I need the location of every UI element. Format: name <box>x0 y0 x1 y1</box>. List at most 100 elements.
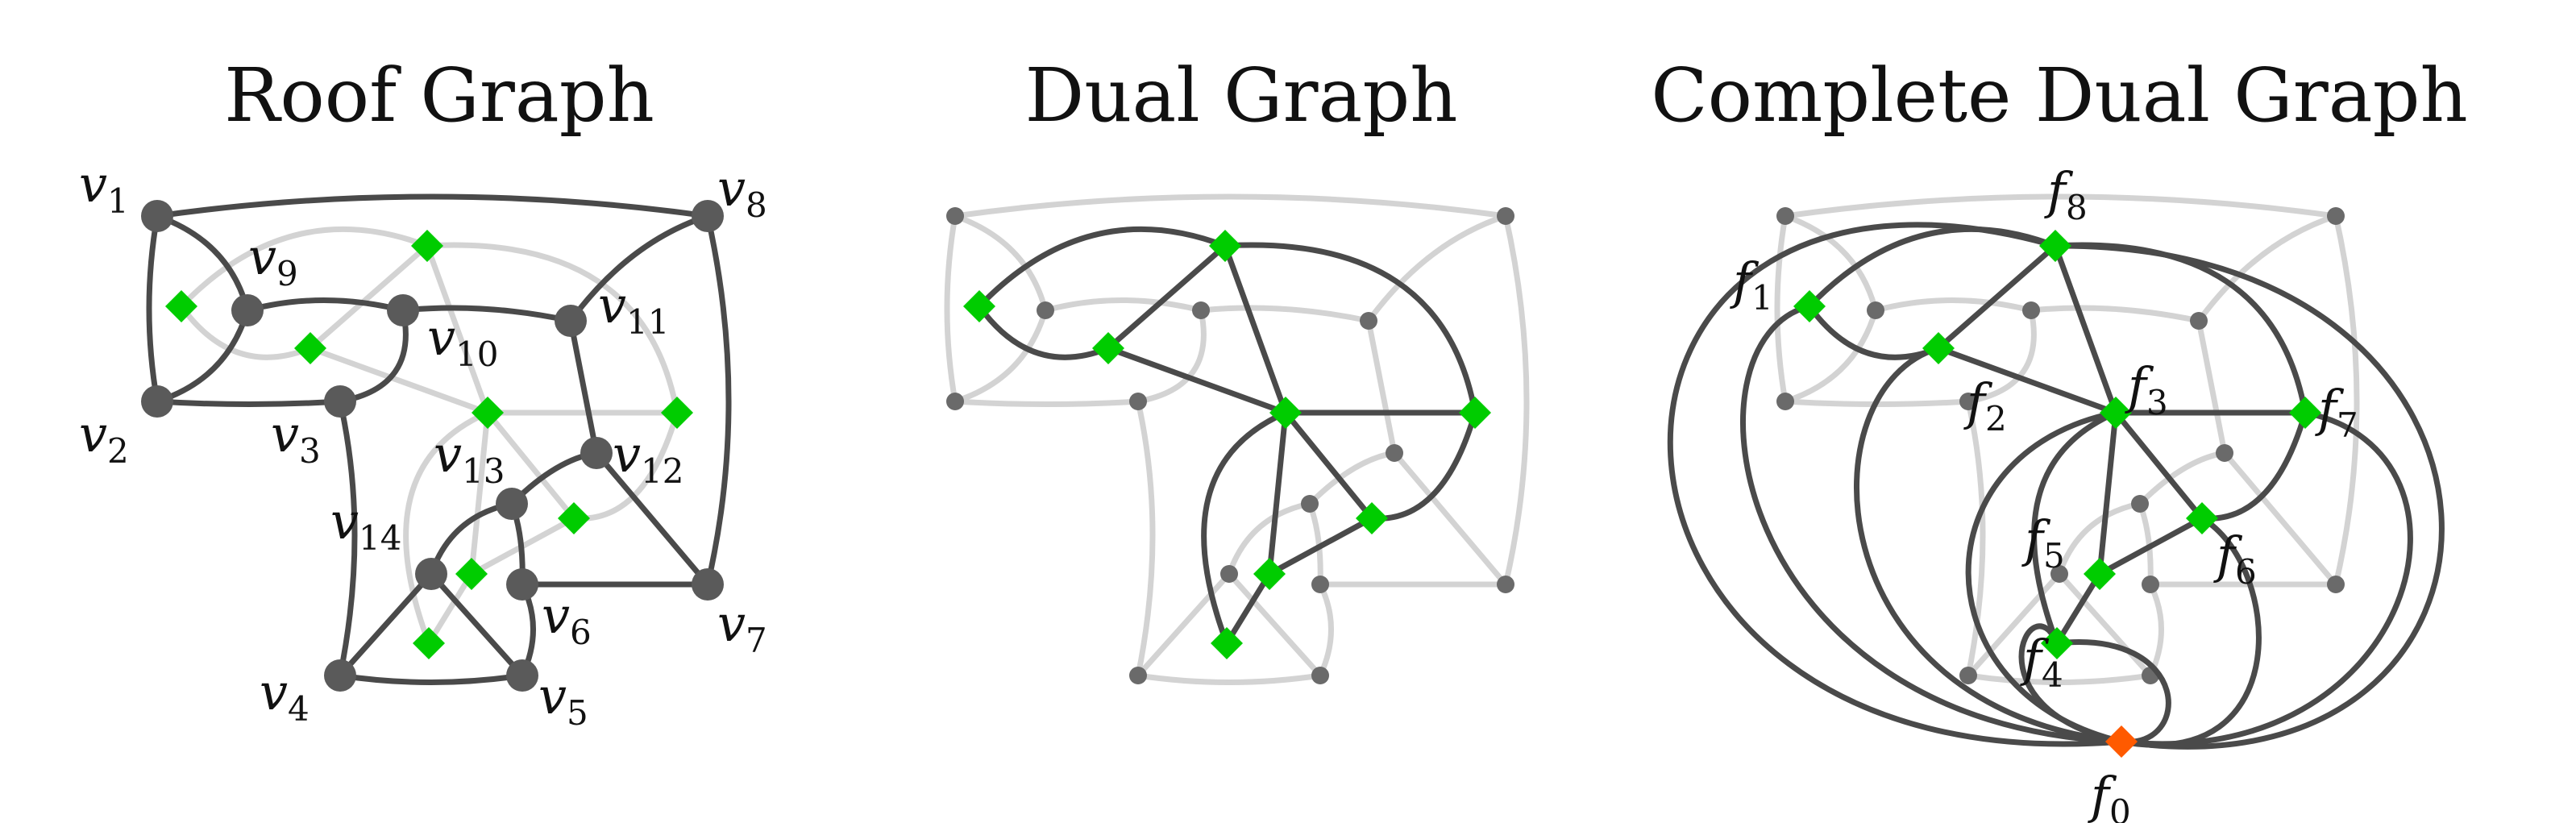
complete-face-marker-f6 <box>2186 502 2218 534</box>
dual-edge-underlay <box>178 226 430 310</box>
dual-edge <box>2052 242 2308 416</box>
roof-edge <box>1965 571 2063 679</box>
roof-vertex-v5 <box>506 659 538 692</box>
dual-edge <box>976 226 1228 310</box>
roof-edge <box>1774 213 1789 405</box>
roof-vertex-v2 <box>1776 393 1794 410</box>
complete-face-marker-f4 <box>2041 627 2073 659</box>
roof-edge <box>1365 213 1509 324</box>
roof-edge <box>154 307 251 405</box>
dual-edge <box>1806 226 2059 310</box>
dual-edge <box>2096 409 2119 577</box>
outer-face-edge <box>2118 409 2413 747</box>
outer-face-edge <box>1740 303 2125 745</box>
roof-vertex-v2 <box>946 393 964 410</box>
dual-edge-underlay <box>468 409 491 577</box>
roof-edge <box>1965 398 1986 679</box>
outer-face-edge <box>1667 222 2125 747</box>
roof-edge <box>337 307 409 405</box>
complete-face-marker-f3 <box>2100 397 2132 429</box>
roof-edge <box>1502 213 1530 588</box>
dual-edge <box>1105 345 1289 416</box>
roof-vertex-v6 <box>506 568 538 601</box>
roof-vertex-v11 <box>555 305 587 337</box>
roof-edge <box>952 398 1141 407</box>
dual-edge <box>2052 243 2119 416</box>
roof-edge <box>2147 581 2164 679</box>
outer-face-edge <box>1853 345 2125 745</box>
roof-vertex-v3 <box>1129 393 1147 410</box>
roof-vertex-v1 <box>141 200 173 232</box>
roof-edge <box>2196 213 2339 324</box>
face-label-f3: f3 <box>2125 356 2168 422</box>
vertex-label-v13: v13 <box>434 425 505 491</box>
roof-edge <box>2056 501 2143 577</box>
roof-vertex-v12 <box>1386 444 1403 462</box>
roof-edge <box>2196 318 2228 456</box>
dual-edge <box>2113 409 2205 522</box>
roof-vertex-v9 <box>1867 301 1884 319</box>
vertex-label-v2: v2 <box>79 405 129 471</box>
face-label-f0: f0 <box>2088 766 2131 823</box>
roof-vertex-v6 <box>2142 576 2159 593</box>
roof-edge <box>1198 305 1372 324</box>
dual-face-marker-f2 <box>1092 332 1124 364</box>
roof-edge <box>2221 450 2339 588</box>
dual-edge <box>2054 571 2103 646</box>
face-label-f5: f5 <box>2021 509 2065 576</box>
face-marker-f1 <box>165 290 197 322</box>
roof-vertex-v14 <box>2050 565 2068 583</box>
vertex-label-v11: v11 <box>598 276 669 342</box>
roof-edge <box>1135 672 1323 685</box>
dual-edge <box>1201 409 1289 646</box>
roof-edge <box>1307 450 1398 507</box>
roof-vertex-v8 <box>692 200 724 232</box>
complete-face-marker-f8 <box>2039 230 2071 262</box>
roof-edge <box>567 318 600 456</box>
dual-edge <box>1266 409 1289 577</box>
roof-edge <box>428 571 526 679</box>
roof-edge <box>1135 571 1232 679</box>
roof-vertex-v3 <box>324 385 356 418</box>
panel-title-complete: Complete Dual Graph <box>1651 52 2467 139</box>
dual-edge <box>1222 242 1478 416</box>
vertex-label-v12: v12 <box>613 425 683 491</box>
dual-edge-underlay <box>484 409 577 522</box>
dual-edge <box>2199 409 2308 522</box>
vertex-label-v4: v4 <box>260 663 310 729</box>
dual-edge <box>1266 515 1375 577</box>
roof-edge <box>1226 571 1323 679</box>
roof-edge <box>1782 213 1879 314</box>
roof-edge <box>146 213 160 405</box>
dual-edge <box>1935 345 2119 416</box>
dual-edge <box>1369 409 1478 522</box>
roof-vertex-v10 <box>2022 301 2040 319</box>
dual-face-marker-f3 <box>1269 397 1302 429</box>
complete-face-marker-f2 <box>1922 332 1955 364</box>
roof-vertex-v5 <box>1311 667 1329 684</box>
face-marker-f3 <box>472 397 504 429</box>
face-marker-f2 <box>294 332 326 364</box>
roof-edge <box>1226 501 1313 577</box>
dual-edge-underlay <box>403 409 491 646</box>
face-marker-f7 <box>661 397 693 429</box>
vertex-label-v8: v8 <box>717 159 767 225</box>
roof-edge <box>1317 581 1334 679</box>
roof-vertex-v11 <box>1360 312 1377 330</box>
roof-edge <box>400 305 574 324</box>
roof-vertex-v1 <box>1776 207 1794 225</box>
dual-edge <box>1935 243 2059 351</box>
vertex-label-v3: v3 <box>271 405 321 471</box>
roof-edge <box>567 213 711 324</box>
vertex-label-v6: v6 <box>542 586 592 652</box>
roof-edge <box>593 450 711 588</box>
vertex-label-v5: v5 <box>538 667 588 733</box>
dual-face-marker-f6 <box>1356 502 1388 534</box>
roof-vertex-v7 <box>2327 576 2345 593</box>
dual-edge-underlay <box>424 242 680 416</box>
roof-edge <box>244 297 406 314</box>
dual-face-marker-f5 <box>1253 558 1286 590</box>
dual-edge <box>1224 571 1273 646</box>
roof-vertex-v13 <box>2131 495 2149 513</box>
